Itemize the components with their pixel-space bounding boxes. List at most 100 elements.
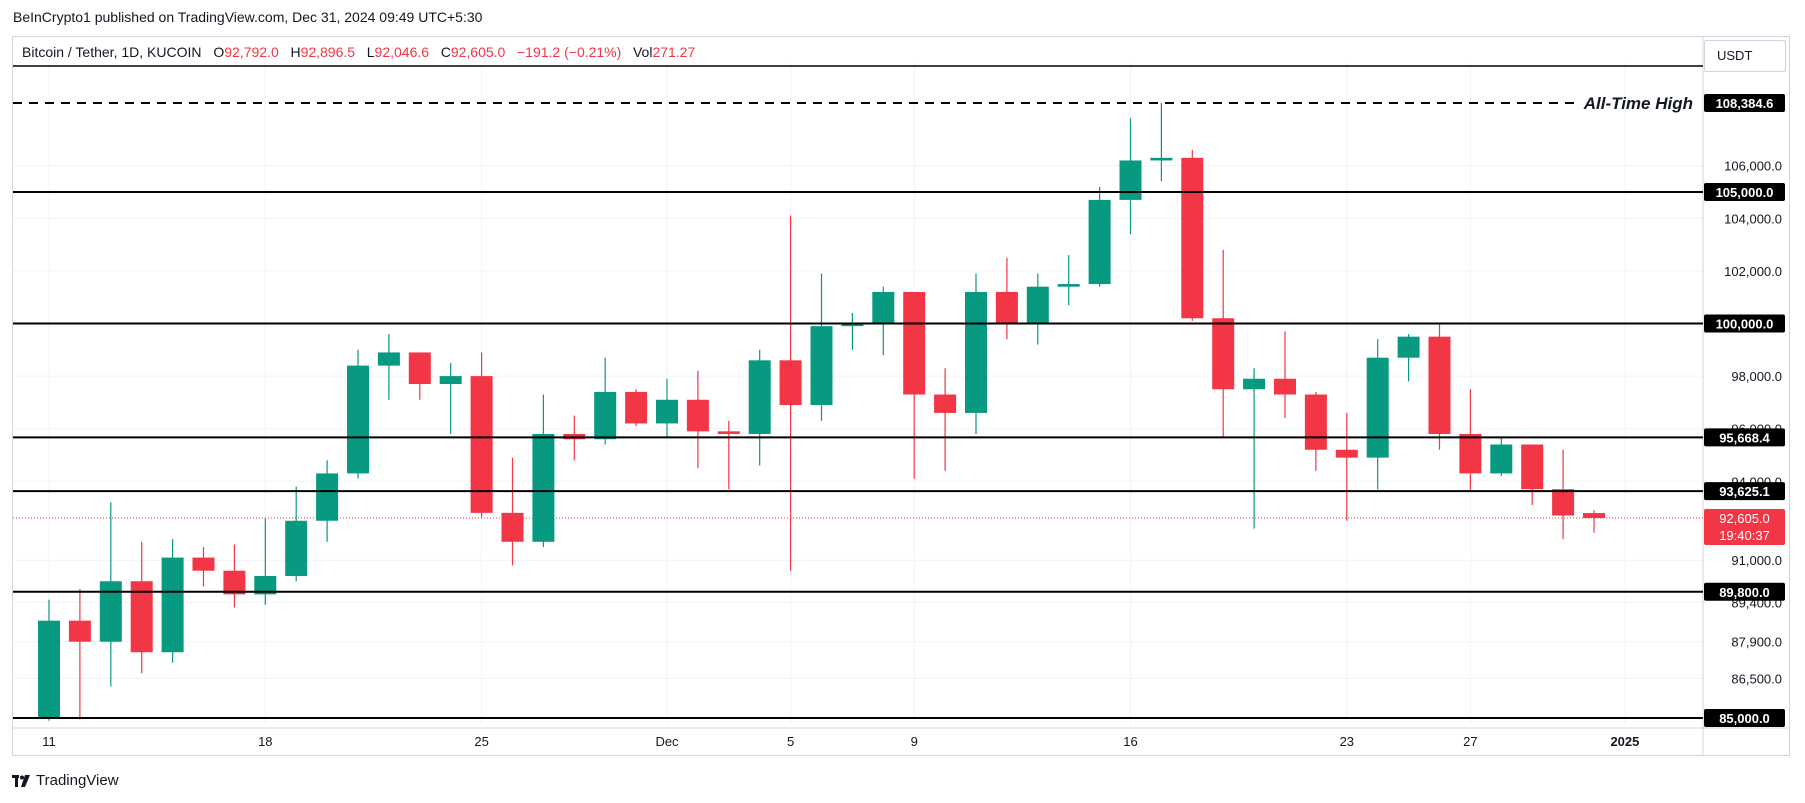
candle-body[interactable] — [625, 391, 648, 424]
volume-label: Vol — [632, 44, 653, 60]
close-value: 92,605.0 — [450, 44, 506, 60]
candle-body[interactable] — [68, 620, 91, 642]
y-tick-label: 87,900.0 — [1731, 635, 1782, 650]
candle-body[interactable] — [223, 570, 246, 595]
low-value: 92,046.6 — [374, 44, 430, 60]
candle-body[interactable] — [1150, 157, 1173, 161]
level-annotation: All-Time High — [1583, 94, 1693, 113]
candle-body[interactable] — [965, 291, 987, 413]
candle-body[interactable] — [439, 376, 462, 384]
candle-body[interactable] — [1026, 286, 1049, 324]
level-price-tag — [1704, 94, 1785, 112]
candle-body[interactable] — [1057, 284, 1080, 287]
candle-body[interactable] — [594, 391, 617, 440]
candle-body[interactable] — [347, 365, 369, 474]
x-tick-label: Dec — [655, 734, 679, 749]
candle-body[interactable] — [130, 581, 153, 653]
candle-body[interactable] — [1490, 444, 1513, 474]
x-tick-label: 23 — [1340, 734, 1354, 749]
candle-body[interactable] — [377, 352, 400, 366]
candle-body[interactable] — [1181, 157, 1204, 319]
tradingview-logo[interactable]: TradingView — [12, 772, 119, 789]
candle-body[interactable] — [316, 473, 339, 521]
candle-body[interactable] — [656, 399, 678, 424]
candle-body[interactable] — [1583, 513, 1605, 518]
candle-body[interactable] — [748, 360, 771, 434]
footer-brand: TradingView — [36, 772, 119, 789]
x-tick-label: 11 — [42, 734, 56, 749]
x-tick-label: 18 — [258, 734, 272, 749]
candle-body[interactable] — [501, 512, 524, 542]
level-price-label: 85,000.0 — [1719, 711, 1770, 726]
candle-body[interactable] — [1335, 449, 1358, 458]
change-value: −191.2 (−0.21%) — [517, 44, 622, 60]
candle-body[interactable] — [1552, 489, 1575, 516]
y-tick-label: 102,000.0 — [1724, 264, 1782, 279]
candle-body[interactable] — [1212, 318, 1235, 390]
candle-body[interactable] — [934, 394, 957, 413]
close-label: C — [440, 44, 451, 60]
candle-body[interactable] — [779, 360, 802, 406]
level-price-label: 95,668.4 — [1719, 430, 1770, 445]
last-price-label: 92,605.0 — [1719, 511, 1770, 526]
candle-body[interactable] — [841, 323, 864, 327]
candle-body[interactable] — [161, 557, 184, 653]
x-tick-label: 25 — [474, 734, 488, 749]
candle-body[interactable] — [1088, 199, 1111, 285]
level-price-tag — [1704, 582, 1785, 601]
candle-body[interactable] — [38, 620, 60, 718]
y-tick-label: 104,000.0 — [1724, 211, 1782, 226]
candle-body[interactable] — [470, 376, 493, 513]
candle-body[interactable] — [532, 433, 555, 542]
symbol-label: Bitcoin / Tether, 1D, KUCOIN — [22, 44, 202, 60]
x-tick-label: 16 — [1123, 734, 1137, 749]
level-price-tag — [1704, 428, 1785, 447]
x-tick-label: 5 — [787, 734, 794, 749]
last-price-tag — [1704, 508, 1785, 545]
candle-body[interactable] — [1521, 444, 1544, 490]
x-tick-label: 9 — [911, 734, 918, 749]
candle-body[interactable] — [686, 399, 709, 432]
high-label: H — [290, 44, 301, 60]
level-price-tag — [1704, 314, 1785, 333]
chart-frame — [12, 36, 1790, 756]
y-tick-label: 86,500.0 — [1731, 672, 1782, 687]
countdown-label: 19:40:37 — [1719, 528, 1770, 543]
x-tick-label: 27 — [1463, 734, 1477, 749]
level-price-tag — [1704, 183, 1785, 202]
y-tick-label: 91,000.0 — [1731, 553, 1782, 568]
candle-body[interactable] — [1274, 378, 1296, 395]
candle-body[interactable] — [903, 291, 926, 395]
candle-body[interactable] — [1366, 357, 1389, 458]
candle-body[interactable] — [995, 291, 1018, 324]
level-price-label: 93,625.1 — [1719, 484, 1770, 499]
candle-body[interactable] — [1119, 160, 1142, 200]
candle-body[interactable] — [99, 581, 122, 642]
candle-body[interactable] — [1243, 378, 1266, 390]
candle-body[interactable] — [408, 352, 431, 384]
currency-selector[interactable]: USDT — [1704, 40, 1786, 72]
level-price-label: 105,000.0 — [1716, 185, 1774, 200]
y-tick-label: 106,000.0 — [1724, 159, 1782, 174]
open-label: O — [213, 44, 225, 60]
level-price-label: 100,000.0 — [1716, 317, 1774, 332]
level-price-tag — [1704, 482, 1785, 501]
candle-body[interactable] — [1428, 336, 1451, 434]
open-value: 92,792.0 — [224, 44, 279, 60]
ohlc-legend: Bitcoin / Tether, 1D, KUCOIN O92,792.0 H… — [22, 44, 695, 60]
candle-body[interactable] — [192, 557, 215, 571]
candle-body[interactable] — [872, 291, 895, 324]
candle-body[interactable] — [810, 326, 833, 406]
low-label: L — [366, 44, 375, 60]
candle-body[interactable] — [717, 431, 740, 434]
candle-body[interactable] — [1304, 394, 1327, 450]
candle-body[interactable] — [254, 575, 277, 595]
x-tick-label: 2025 — [1610, 734, 1639, 749]
high-value: 92,896.5 — [300, 44, 356, 60]
level-price-label: 108,384.6 — [1716, 96, 1774, 111]
candle-body[interactable] — [285, 520, 308, 576]
candle-body[interactable] — [1397, 336, 1420, 358]
candle-body[interactable] — [1459, 433, 1482, 474]
y-tick-label: 98,000.0 — [1731, 369, 1782, 384]
